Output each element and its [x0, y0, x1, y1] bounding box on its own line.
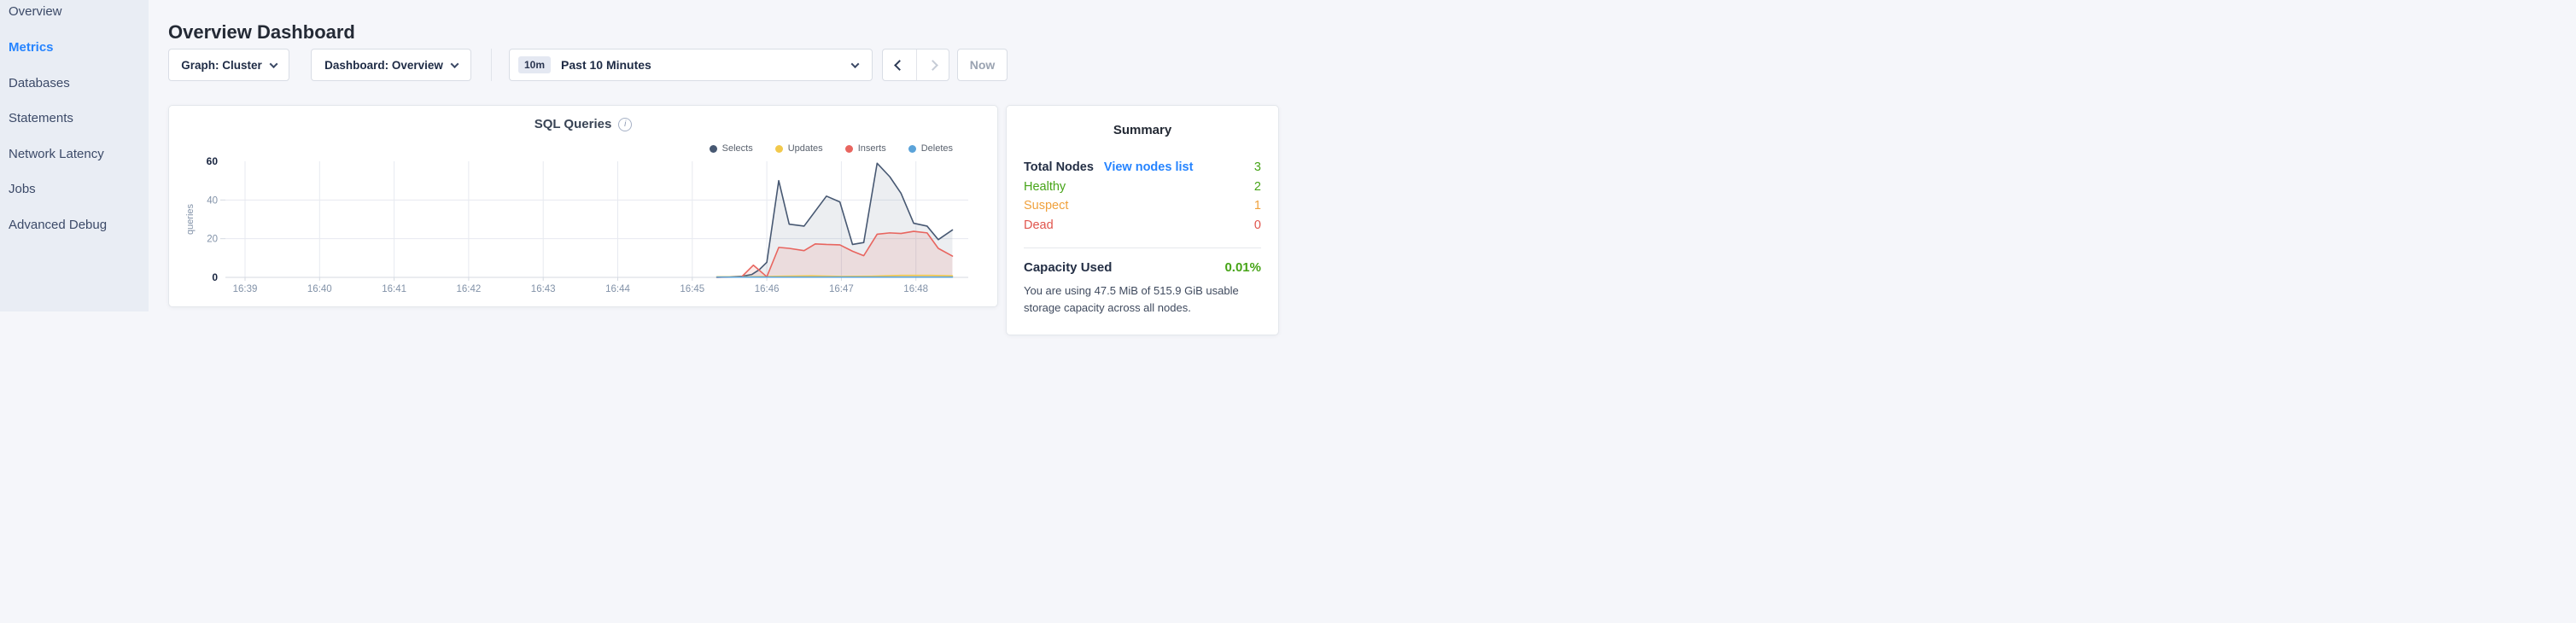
- info-icon[interactable]: i: [618, 117, 633, 131]
- sidebar-item-network-latency[interactable]: Network Latency: [9, 147, 104, 161]
- svg-text:16:48: 16:48: [903, 284, 928, 294]
- sidebar-item-databases[interactable]: Databases: [9, 76, 70, 90]
- svg-text:60: 60: [207, 155, 219, 167]
- time-step-group: [882, 49, 949, 81]
- chart-title: SQL Queries: [534, 117, 612, 131]
- chevron-right-icon: [926, 59, 938, 71]
- sql-queries-chart[interactable]: 16:39 16:40 16:41 16:42 16:43 16:44 16:45 16:46…: [169, 106, 997, 306]
- chevron-down-icon: [269, 59, 278, 68]
- time-window-badge: 10m: [518, 56, 552, 73]
- svg-text:20: 20: [207, 235, 218, 245]
- legend-item-inserts[interactable]: Inserts: [844, 143, 886, 154]
- inserts-dot-icon: [844, 144, 853, 153]
- summary-panel: Summary Total Nodes View nodes list 3 He…: [1006, 105, 1279, 335]
- page-title: Overview Dashboard: [168, 20, 355, 43]
- legend-item-selects[interactable]: Selects: [709, 143, 753, 154]
- dead-nodes-row: Dead 0: [1024, 216, 1261, 236]
- graph-selector-dropdown[interactable]: Graph: Cluster: [168, 49, 289, 81]
- svg-text:16:39: 16:39: [233, 284, 258, 294]
- legend-label: Inserts: [857, 143, 886, 154]
- svg-text:16:47: 16:47: [829, 284, 854, 294]
- svg-text:16:43: 16:43: [531, 284, 556, 294]
- summary-divider: [1024, 247, 1261, 248]
- chevron-down-icon: [850, 59, 860, 68]
- dashboard-selector-dropdown[interactable]: Dashboard: Overview: [311, 49, 471, 81]
- legend-item-deletes[interactable]: Deletes: [908, 143, 953, 154]
- svg-text:queries: queries: [185, 203, 196, 235]
- legend-label: Deletes: [920, 143, 953, 154]
- chart-legend: Selects Updates Inserts Deletes: [709, 143, 953, 154]
- sql-queries-chart-card: SQL Queries i Selects Updates Inserts De…: [168, 105, 998, 307]
- svg-text:16:46: 16:46: [755, 284, 780, 294]
- total-nodes-row: Total Nodes View nodes list 3: [1024, 158, 1261, 178]
- capacity-description: You are using 47.5 MiB of 515.9 GiB usab…: [1024, 284, 1239, 314]
- graph-selector-label: Graph: Cluster: [181, 58, 262, 72]
- svg-text:16:41: 16:41: [382, 284, 406, 294]
- sidebar-item-metrics[interactable]: Metrics: [9, 40, 54, 55]
- total-nodes-label: Total Nodes: [1024, 160, 1094, 175]
- total-nodes-value: 3: [1253, 160, 1261, 175]
- svg-text:0: 0: [212, 271, 218, 283]
- view-nodes-list-link[interactable]: View nodes list: [1103, 160, 1194, 175]
- healthy-nodes-row: Healthy 2: [1024, 178, 1261, 197]
- chevron-left-icon: [893, 59, 905, 71]
- sidebar-item-overview[interactable]: Overview: [9, 4, 62, 19]
- chevron-down-icon: [450, 59, 459, 68]
- svg-text:16:44: 16:44: [605, 284, 630, 294]
- updates-dot-icon: [774, 144, 783, 153]
- sidebar: Overview Metrics Databases Statements Ne…: [0, 0, 149, 312]
- sidebar-item-statements[interactable]: Statements: [9, 111, 73, 125]
- svg-text:40: 40: [207, 195, 218, 206]
- legend-label: Selects: [721, 143, 753, 154]
- svg-text:16:45: 16:45: [680, 284, 704, 294]
- sidebar-item-advanced-debug[interactable]: Advanced Debug: [9, 218, 108, 232]
- suspect-value: 1: [1253, 199, 1261, 213]
- selects-dot-icon: [709, 144, 717, 153]
- summary-title: Summary: [1113, 123, 1172, 137]
- controls-divider: [491, 49, 492, 81]
- dead-label: Dead: [1024, 218, 1054, 232]
- suspect-nodes-row: Suspect 1: [1024, 196, 1261, 216]
- capacity-used-label: Capacity Used: [1024, 260, 1113, 275]
- time-step-back-button[interactable]: [883, 49, 916, 80]
- capacity-used-row: Capacity Used 0.01%: [1024, 260, 1261, 275]
- legend-item-updates[interactable]: Updates: [774, 143, 823, 154]
- time-range-dropdown[interactable]: 10m Past 10 Minutes: [509, 49, 873, 81]
- deletes-dot-icon: [908, 144, 916, 153]
- sidebar-item-jobs[interactable]: Jobs: [9, 182, 36, 196]
- healthy-value: 2: [1253, 179, 1261, 194]
- time-step-forward-button[interactable]: [915, 49, 949, 80]
- capacity-used-value: 0.01%: [1224, 260, 1261, 275]
- suspect-label: Suspect: [1024, 199, 1069, 213]
- time-range-label: Past 10 Minutes: [561, 58, 651, 72]
- svg-text:16:42: 16:42: [457, 284, 482, 294]
- legend-label: Updates: [787, 143, 823, 154]
- dashboard-selector-label: Dashboard: Overview: [324, 58, 443, 72]
- dead-value: 0: [1253, 218, 1261, 232]
- now-button[interactable]: Now: [957, 49, 1008, 81]
- now-button-label: Now: [969, 58, 996, 72]
- healthy-label: Healthy: [1024, 179, 1066, 194]
- svg-text:16:40: 16:40: [307, 284, 332, 294]
